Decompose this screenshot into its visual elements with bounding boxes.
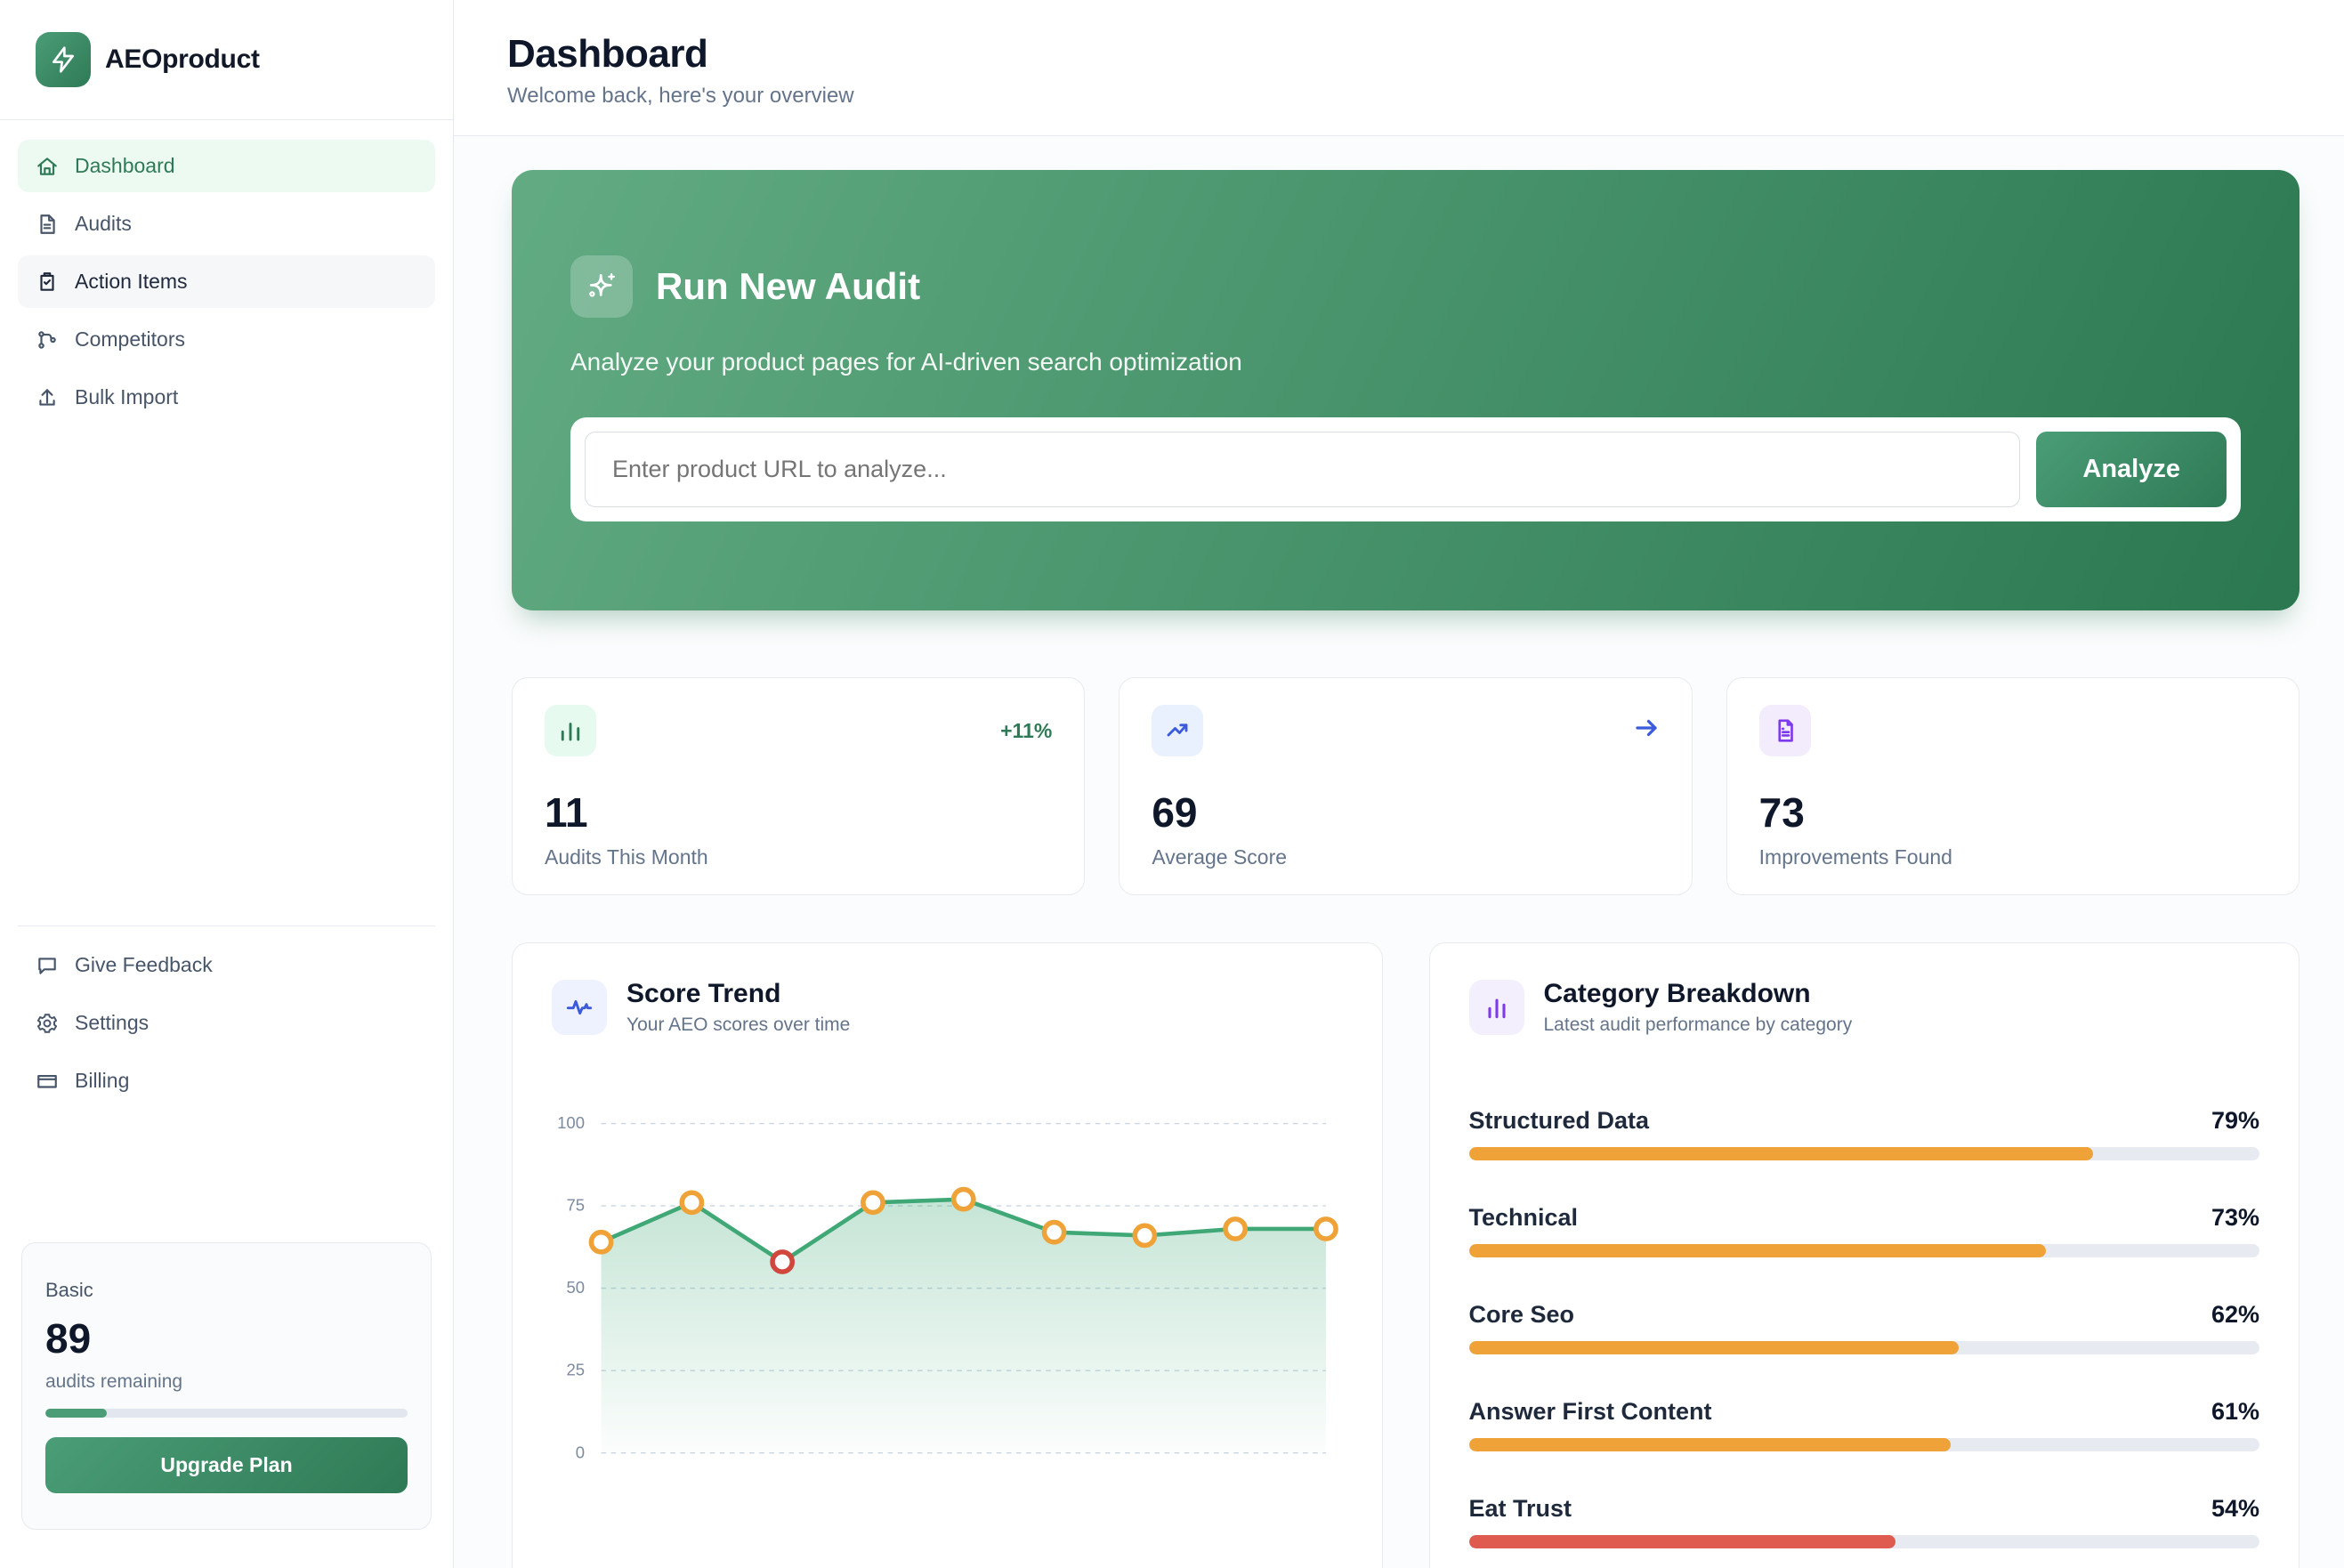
svg-text:0: 0 [576,1443,585,1461]
svg-text:25: 25 [566,1361,585,1379]
svg-text:50: 50 [566,1278,585,1297]
svg-text:100: 100 [557,1113,585,1132]
svg-text:75: 75 [566,1196,585,1215]
